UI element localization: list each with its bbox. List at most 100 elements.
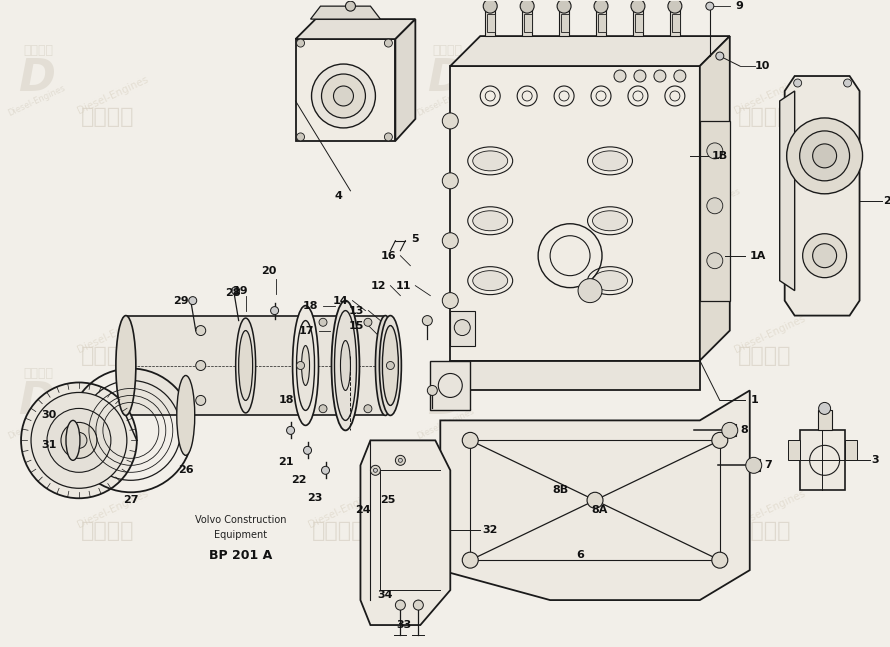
Text: 12: 12	[370, 281, 386, 291]
Text: 19: 19	[233, 285, 248, 296]
Circle shape	[587, 492, 603, 509]
Circle shape	[707, 198, 723, 214]
Polygon shape	[780, 91, 795, 291]
Text: 7: 7	[764, 460, 772, 470]
Bar	[633, 6, 643, 36]
Circle shape	[61, 422, 97, 458]
Circle shape	[707, 143, 723, 159]
Text: D: D	[18, 57, 55, 100]
Text: 紧发动力: 紧发动力	[739, 346, 792, 366]
Ellipse shape	[587, 207, 633, 235]
Ellipse shape	[468, 267, 513, 294]
Bar	[635, 14, 643, 32]
Text: Diesel-Engines: Diesel-Engines	[682, 471, 742, 505]
Circle shape	[423, 316, 433, 325]
Circle shape	[483, 0, 498, 13]
Circle shape	[631, 0, 645, 13]
Circle shape	[799, 131, 850, 181]
Text: Diesel-Engines: Diesel-Engines	[520, 488, 594, 530]
Ellipse shape	[335, 311, 357, 421]
Polygon shape	[311, 6, 380, 19]
Text: Diesel-Engines: Diesel-Engines	[76, 74, 150, 116]
Circle shape	[384, 39, 392, 47]
Polygon shape	[360, 441, 450, 625]
Circle shape	[374, 468, 377, 472]
Text: 15: 15	[349, 320, 364, 331]
Ellipse shape	[473, 151, 507, 171]
Circle shape	[442, 113, 458, 129]
Polygon shape	[785, 76, 860, 316]
Circle shape	[21, 382, 137, 498]
Text: Diesel-Engines: Diesel-Engines	[415, 83, 475, 118]
Ellipse shape	[236, 318, 255, 413]
Circle shape	[312, 64, 376, 128]
Ellipse shape	[177, 375, 195, 455]
Text: 紧发动力: 紧发动力	[699, 432, 729, 444]
Text: 28: 28	[225, 288, 240, 298]
Circle shape	[578, 279, 602, 303]
Polygon shape	[450, 360, 700, 390]
Polygon shape	[441, 390, 749, 600]
Text: 5: 5	[411, 234, 419, 244]
Bar	[672, 14, 680, 32]
Text: 23: 23	[307, 493, 322, 503]
Circle shape	[654, 70, 666, 82]
Ellipse shape	[473, 211, 507, 231]
Text: Diesel-Engines: Diesel-Engines	[306, 314, 381, 355]
Ellipse shape	[66, 421, 80, 460]
Text: Diesel-Engines: Diesel-Engines	[733, 488, 807, 530]
Text: 紧发动力: 紧发动力	[312, 521, 366, 541]
Circle shape	[345, 1, 355, 11]
Circle shape	[722, 422, 738, 439]
Bar	[818, 410, 831, 430]
Text: 32: 32	[482, 525, 498, 535]
Circle shape	[413, 600, 424, 610]
Bar	[487, 14, 495, 32]
Text: 20: 20	[261, 266, 276, 276]
Text: 10: 10	[755, 61, 771, 71]
Text: 13: 13	[349, 305, 364, 316]
Circle shape	[712, 432, 728, 448]
Circle shape	[31, 393, 127, 488]
Circle shape	[196, 395, 206, 406]
Text: 紧发动力: 紧发动力	[699, 148, 729, 160]
Circle shape	[386, 362, 394, 369]
Text: Diesel-Engines: Diesel-Engines	[306, 74, 381, 116]
Circle shape	[321, 74, 366, 118]
Text: Diesel-Engines: Diesel-Engines	[733, 314, 807, 355]
Circle shape	[716, 52, 724, 60]
Circle shape	[442, 173, 458, 189]
Ellipse shape	[593, 270, 627, 291]
Circle shape	[370, 465, 380, 476]
Ellipse shape	[379, 316, 401, 415]
Circle shape	[364, 318, 372, 326]
Ellipse shape	[593, 151, 627, 171]
Text: 6: 6	[576, 550, 584, 560]
Text: 24: 24	[354, 505, 370, 515]
Text: 1A: 1A	[749, 250, 766, 261]
Polygon shape	[431, 360, 470, 410]
Text: 34: 34	[377, 590, 393, 600]
Text: 3: 3	[871, 455, 879, 465]
Text: D: D	[18, 380, 55, 423]
Bar	[524, 14, 532, 32]
Text: 紧发动力: 紧发动力	[81, 521, 134, 541]
Text: 1: 1	[751, 395, 758, 406]
Text: BP 201 A: BP 201 A	[209, 549, 272, 562]
Circle shape	[196, 325, 206, 336]
Circle shape	[189, 296, 197, 305]
Text: 33: 33	[397, 620, 412, 630]
Text: 18: 18	[303, 301, 319, 311]
Text: Volvo Construction: Volvo Construction	[195, 515, 287, 525]
Text: 27: 27	[123, 495, 139, 505]
Circle shape	[819, 402, 830, 415]
Bar	[522, 6, 532, 36]
Circle shape	[296, 133, 304, 141]
Circle shape	[301, 325, 311, 336]
Circle shape	[395, 600, 405, 610]
Polygon shape	[295, 19, 416, 39]
Text: Equipment: Equipment	[214, 530, 267, 540]
Circle shape	[427, 386, 437, 395]
Circle shape	[47, 408, 111, 472]
Text: Diesel-Engines: Diesel-Engines	[682, 187, 742, 221]
